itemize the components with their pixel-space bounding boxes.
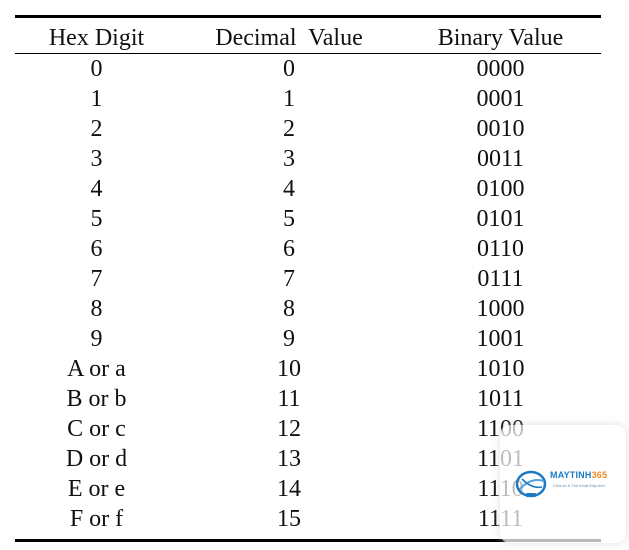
cell-decimal-value: 1 xyxy=(283,86,295,112)
cell-decimal-value: 12 xyxy=(277,416,301,442)
globe-logo-icon xyxy=(515,470,547,498)
cell-binary-value: 0100 xyxy=(476,176,525,202)
cell-binary-value: 1000 xyxy=(476,296,525,322)
header-hex-digit: Hex Digit xyxy=(48,25,145,51)
table-row: 7 7 0111 xyxy=(15,264,601,294)
header-decimal-value: Decimal Value xyxy=(215,25,363,51)
cell-decimal-value: 9 xyxy=(283,326,295,352)
table-row: 5 5 0101 xyxy=(15,204,601,234)
cell-binary-value: 0110 xyxy=(476,236,525,262)
cell-decimal-value: 13 xyxy=(277,446,301,472)
cell-decimal-value: 8 xyxy=(283,296,295,322)
table-row: 3 3 0011 xyxy=(15,144,601,174)
cell-decimal-value: 5 xyxy=(283,206,295,232)
cell-hex-digit: C or c xyxy=(67,416,126,442)
cell-hex-digit: 0 xyxy=(90,56,103,82)
cell-decimal-value: 4 xyxy=(283,176,295,202)
cell-binary-value: 0101 xyxy=(476,206,525,232)
cell-hex-digit: D or d xyxy=(65,446,128,472)
cell-hex-digit: 6 xyxy=(90,236,103,262)
cell-binary-value: 0000 xyxy=(476,56,525,82)
cell-hex-digit: 9 xyxy=(90,326,103,352)
cell-hex-digit: 7 xyxy=(90,266,103,292)
cell-hex-digit: F or f xyxy=(69,506,124,532)
cell-decimal-value: 2 xyxy=(283,116,295,142)
cell-hex-digit: 5 xyxy=(90,206,103,232)
cell-hex-digit: 1 xyxy=(90,86,103,112)
cell-binary-value: 0001 xyxy=(476,86,525,112)
table-bottom-rule xyxy=(15,539,601,542)
table-row: 8 8 1000 xyxy=(15,294,601,324)
cell-decimal-value: 15 xyxy=(277,506,301,532)
table-header-row: Hex Digit Decimal Value Binary Value xyxy=(15,18,601,51)
table-row: 1 1 0001 xyxy=(15,84,601,114)
table-row: A or a 10 1010 xyxy=(15,354,601,384)
cell-hex-digit: A or a xyxy=(67,356,126,382)
cell-hex-digit: 2 xyxy=(90,116,103,142)
table-row: 4 4 0100 xyxy=(15,174,601,204)
cell-binary-value: 1010 xyxy=(476,356,525,382)
cell-hex-digit: B or b xyxy=(66,386,127,412)
watermark-brand: MAYTINH365 xyxy=(550,470,608,480)
cell-hex-digit: 4 xyxy=(90,176,103,202)
cell-binary-value: 0011 xyxy=(476,146,525,172)
cell-hex-digit: E or e xyxy=(67,476,126,502)
cell-decimal-value: 6 xyxy=(283,236,295,262)
table-row: 6 6 0110 xyxy=(15,234,601,264)
watermark-badge: MAYTINH365 Chia sẻ & Thủ thuật Máy tính xyxy=(500,425,626,543)
table-row: 2 2 0010 xyxy=(15,114,601,144)
cell-hex-digit: 8 xyxy=(90,296,103,322)
table-row: B or b 11 1011 xyxy=(15,384,601,414)
table-header-rule xyxy=(15,53,601,54)
table-row: 9 9 1001 xyxy=(15,324,601,354)
header-binary-value: Binary Value xyxy=(437,25,564,51)
table-row: 0 0 0000 xyxy=(15,54,601,84)
cell-binary-value: 1001 xyxy=(476,326,525,352)
cell-decimal-value: 14 xyxy=(277,476,301,502)
cell-decimal-value: 7 xyxy=(283,266,295,292)
cell-decimal-value: 10 xyxy=(277,356,301,382)
cell-decimal-value: 0 xyxy=(283,56,295,82)
watermark-tagline: Chia sẻ & Thủ thuật Máy tính xyxy=(553,483,605,488)
cell-decimal-value: 11 xyxy=(277,386,301,412)
cell-decimal-value: 3 xyxy=(283,146,295,172)
cell-binary-value: 0111 xyxy=(477,266,524,292)
cell-hex-digit: 3 xyxy=(90,146,103,172)
cell-binary-value: 1011 xyxy=(476,386,525,412)
cell-binary-value: 0010 xyxy=(476,116,525,142)
table-top-rule xyxy=(15,15,601,18)
